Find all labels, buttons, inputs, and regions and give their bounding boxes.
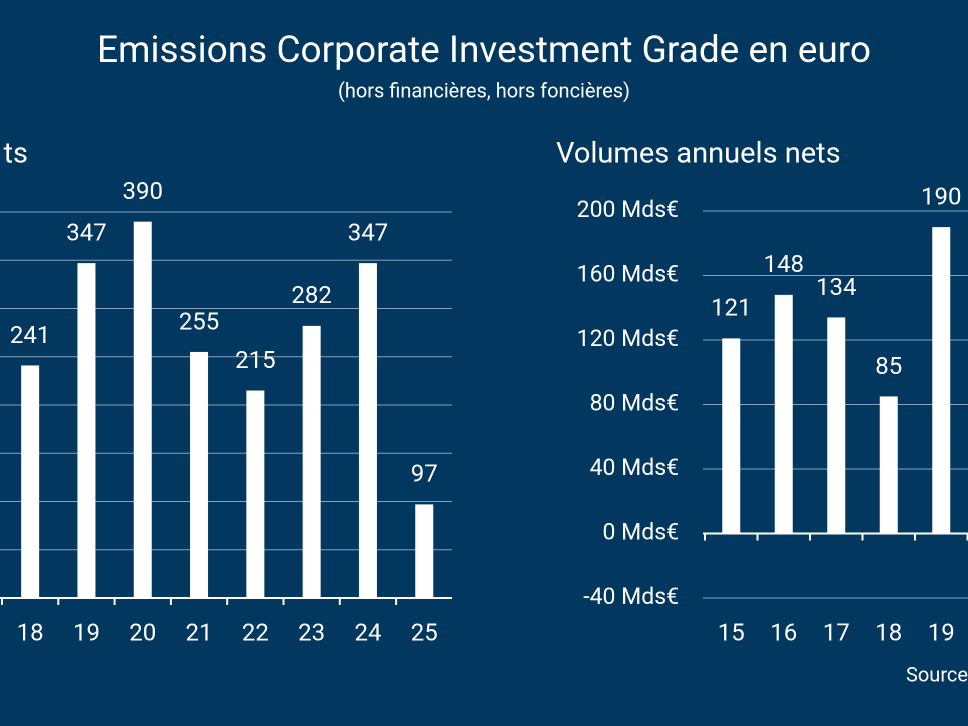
x-tick-label: 19 <box>73 618 100 646</box>
y-tick-label: 40 Mds€ <box>590 454 679 481</box>
value-label: 97 <box>411 460 438 488</box>
bar <box>415 504 434 598</box>
source: Source <box>906 662 968 686</box>
x-tick-label: 15 <box>718 618 745 646</box>
bar <box>21 365 40 598</box>
bar <box>302 325 321 598</box>
bar <box>932 227 951 534</box>
value-label: 241 <box>10 321 50 349</box>
subchart-title: Volumes annuels nets <box>556 137 841 171</box>
bar <box>827 317 846 534</box>
value-label: 134 <box>816 273 856 301</box>
value-label: 255 <box>179 307 219 335</box>
x-tick-label: 18 <box>875 618 902 646</box>
x-tick-label: 23 <box>298 618 325 646</box>
x-tick-label: 17 <box>823 618 850 646</box>
bar <box>246 390 265 598</box>
value-label: 190 <box>921 182 961 210</box>
bar <box>133 221 152 598</box>
value-label: 85 <box>875 352 902 380</box>
y-tick-label: -40 Mds€ <box>583 583 679 610</box>
value-label: 121 <box>711 294 751 322</box>
value-label: 347 <box>348 218 388 246</box>
subchart-title: ts <box>4 137 28 171</box>
bar <box>358 263 377 598</box>
y-tick-label: 0 Mds€ <box>603 519 679 546</box>
value-label: 215 <box>235 346 275 374</box>
y-tick-label: 160 Mds€ <box>577 261 679 288</box>
x-tick-label: 19 <box>928 618 955 646</box>
x-tick-label: 24 <box>354 618 381 646</box>
bar <box>774 294 793 534</box>
chart-subtitle: (hors financières, hors foncières) <box>338 78 630 102</box>
y-tick-label: 120 Mds€ <box>577 325 679 352</box>
value-label: 282 <box>291 281 331 309</box>
y-tick-label: 200 Mds€ <box>577 196 679 223</box>
bar <box>77 263 96 598</box>
bar <box>879 396 898 534</box>
bar <box>722 338 741 534</box>
x-tick-label: 16 <box>770 618 797 646</box>
value-label: 390 <box>123 177 163 205</box>
bar <box>190 351 209 598</box>
y-tick-label: 80 Mds€ <box>590 390 679 417</box>
x-tick-label: 20 <box>129 618 156 646</box>
x-tick-label: 21 <box>186 618 213 646</box>
x-tick-label: 18 <box>17 618 44 646</box>
chart-title: Emissions Corporate Investment Grade en … <box>97 29 871 72</box>
value-label: 148 <box>764 250 804 278</box>
x-tick-label: 22 <box>242 618 269 646</box>
x-tick-label: 25 <box>411 618 438 646</box>
value-label: 347 <box>66 218 106 246</box>
